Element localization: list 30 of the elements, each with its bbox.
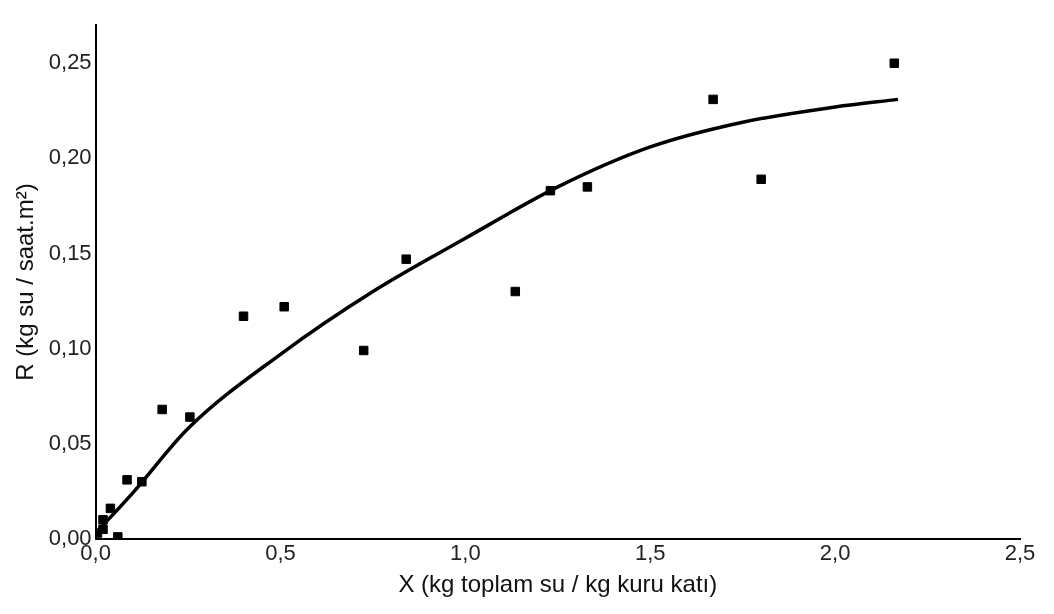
point	[889, 58, 900, 68]
point	[98, 524, 108, 535]
point	[105, 503, 116, 514]
y-tick-label: 0,05	[48, 429, 92, 455]
point	[238, 311, 249, 321]
point	[358, 345, 369, 356]
point	[185, 412, 195, 422]
x-tick-label: 2,5	[1004, 540, 1036, 566]
point	[113, 532, 123, 539]
point	[98, 515, 108, 525]
x-tick-label: 1,5	[634, 540, 666, 566]
point	[545, 185, 556, 196]
y-tick-label: 0,25	[48, 49, 92, 75]
point	[279, 301, 289, 312]
y-tick-label: 0,20	[48, 144, 92, 170]
y-tick-label: 0,15	[48, 239, 92, 265]
x-tick-label: 0,5	[265, 540, 296, 566]
point	[157, 404, 167, 415]
point	[756, 174, 766, 185]
y-tick-label: 0,10	[48, 334, 92, 360]
x-axis-title: X (kg toplam su / kg kuru katı)	[398, 570, 718, 598]
point	[582, 182, 593, 192]
x-tick-label: 2,0	[819, 540, 851, 566]
point	[708, 94, 718, 105]
x-tick-label: 1,0	[450, 540, 481, 566]
point	[122, 475, 132, 485]
point	[401, 254, 411, 264]
point	[137, 476, 147, 487]
y-axis-title: R (kg su / saat.m²)	[11, 183, 39, 381]
point	[510, 286, 521, 297]
